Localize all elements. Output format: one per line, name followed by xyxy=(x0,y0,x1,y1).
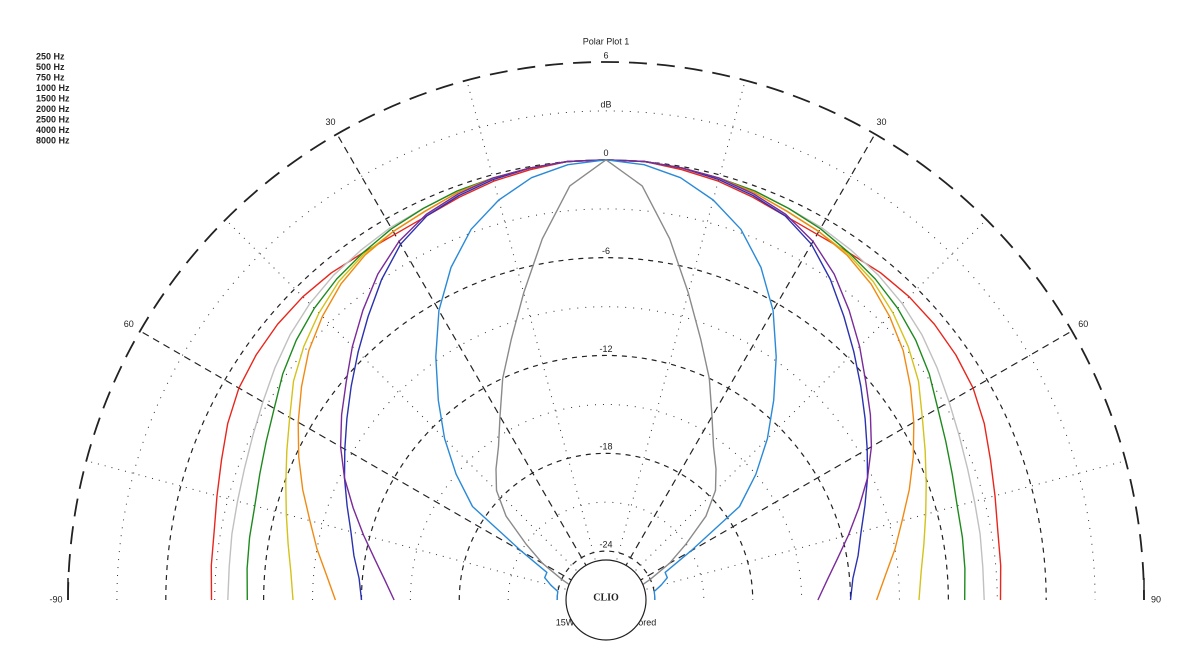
series-line xyxy=(435,159,777,601)
legend-entry: 500 Hz xyxy=(36,62,65,72)
r-tick-label: 6 xyxy=(603,50,608,60)
theta-tick-label: -90 xyxy=(49,594,62,604)
minor-spoke xyxy=(466,80,607,601)
minor-spoke xyxy=(605,219,987,601)
center-hub xyxy=(565,559,647,641)
series-line xyxy=(343,159,869,601)
minor-spoke xyxy=(605,80,746,601)
minor-spoke xyxy=(225,219,607,601)
series-line xyxy=(285,159,927,601)
series-line xyxy=(246,159,966,601)
chart-title: Polar Plot 1 xyxy=(583,36,630,46)
legend-entry: 1000 Hz xyxy=(36,83,70,93)
theta-tick-label: 30 xyxy=(325,117,335,127)
theta-tick-label: 90 xyxy=(1151,594,1161,604)
series-line xyxy=(339,159,873,601)
legend-entry: 2500 Hz xyxy=(36,114,70,124)
legend-entry: 750 Hz xyxy=(36,72,65,82)
legend-entry: 2000 Hz xyxy=(36,104,70,114)
legend-entry: 4000 Hz xyxy=(36,125,70,135)
ring xyxy=(67,61,1145,601)
spoke xyxy=(605,133,876,601)
series-line xyxy=(495,159,717,601)
series-line xyxy=(297,159,915,601)
r-axis-label: dB xyxy=(600,99,611,109)
ring xyxy=(458,452,754,601)
minor-ring xyxy=(312,306,900,601)
legend-entry: 250 Hz xyxy=(36,51,65,61)
r-tick-label: -6 xyxy=(602,246,610,256)
series-line xyxy=(227,159,985,601)
r-tick-label: -18 xyxy=(599,442,612,452)
legend-entry: 1500 Hz xyxy=(36,93,70,103)
r-tick-label: -12 xyxy=(599,344,612,354)
ring xyxy=(165,160,1047,601)
r-tick-label: 0 xyxy=(603,148,608,158)
spoke xyxy=(605,330,1073,601)
spoke xyxy=(139,330,607,601)
legend-entry: 8000 Hz xyxy=(36,135,70,145)
theta-tick-label: 30 xyxy=(877,117,887,127)
ring xyxy=(360,354,852,601)
spoke xyxy=(336,133,607,601)
minor-spoke xyxy=(86,460,607,601)
theta-tick-label: 60 xyxy=(124,319,134,329)
r-tick-label: -24 xyxy=(599,539,612,549)
theta-tick-label: 60 xyxy=(1078,319,1088,329)
center-label: CLIO xyxy=(593,592,619,603)
minor-spoke xyxy=(605,460,1126,601)
series-line xyxy=(210,159,1002,601)
